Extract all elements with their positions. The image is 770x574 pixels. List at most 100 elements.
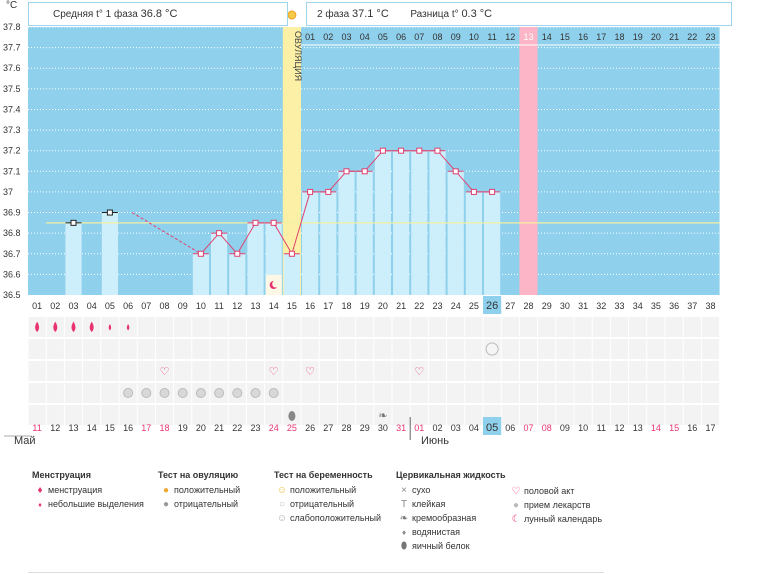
cycle-day-label: 18 (341, 301, 351, 311)
icon-grid-cell (519, 383, 538, 403)
icon-grid-cell (319, 405, 337, 425)
icon-grid-cell (319, 317, 337, 337)
post-ovulation-day-label: 16 (578, 32, 588, 42)
calendar-day-label: 07 (523, 423, 533, 433)
temperature-line (327, 170, 347, 193)
icon-grid-cell (465, 361, 483, 381)
icon-grid-cell (155, 317, 174, 337)
cycle-day-label: 14 (269, 301, 279, 311)
temperature-point (398, 147, 405, 154)
icon-grid-cell (592, 361, 610, 381)
icon-grid-cell (392, 361, 410, 381)
icon-grid-cell (228, 317, 246, 337)
icon-grid-cell (374, 383, 392, 403)
icon-grid-cell (337, 339, 356, 359)
drop-icon (53, 321, 58, 332)
calendar-day-label: 08 (542, 423, 552, 433)
pill-icon (159, 388, 170, 398)
icon-grid-cell (228, 339, 246, 359)
icon-grid-cell (428, 405, 447, 425)
icon-grid-cell (101, 361, 119, 381)
month-may: Май (14, 435, 36, 447)
temperature-line (455, 170, 475, 193)
calendar-day-label: 12 (614, 423, 624, 433)
icon-grid-cell (683, 361, 701, 381)
egg-white-icon: ⬮ (400, 541, 408, 552)
icon-grid-cell (574, 339, 592, 359)
icon-grid-cell (228, 361, 246, 381)
calendar-day-label: 17 (705, 423, 715, 433)
icon-grid-cell (319, 339, 337, 359)
temperature-bar (320, 191, 337, 295)
icon-grid-cell (574, 383, 592, 403)
icon-grid-cell (83, 339, 101, 359)
cycle-day-label: 08 (159, 301, 169, 311)
cycle-day-label: 23 (432, 301, 442, 311)
sticky-icon: T (400, 499, 408, 510)
icon-grid-cell (283, 383, 301, 403)
month-june: Июнь (421, 435, 449, 447)
cycle-day-label: 19 (360, 301, 370, 311)
icon-grid-cell (83, 405, 101, 425)
sun-icon (287, 10, 297, 20)
post-ovulation-day-label: 05 (378, 32, 388, 42)
temperature-line (236, 222, 256, 255)
cycle-day-label: 20 (378, 301, 388, 311)
temperature-point (379, 147, 386, 154)
icon-grid-cell (101, 383, 119, 403)
icon-grid-cell (556, 317, 574, 337)
icon-grid-cell (538, 383, 556, 403)
bbt-chart: 37.8 37.7 37.6 37.5 37.4 37.3 37.2 37.1 37 36.9 36… (3, 10, 720, 440)
calendar-day-label: 11 (32, 423, 41, 433)
icon-grid-cell (701, 405, 720, 425)
calendar-day-label: 24 (269, 423, 279, 433)
phase2-value: 37.1 °C (351, 8, 389, 20)
cycle-day-label: 05 (105, 301, 115, 311)
legend-other: ♡ половой акт ● прием лекарств ☾ лунный кал… (508, 484, 603, 526)
calendar-day-label: 28 (341, 423, 351, 433)
icon-grid-cell (46, 361, 64, 381)
post-ovulation-day-label: 19 (633, 32, 643, 42)
icon-grid-cell (46, 339, 64, 359)
temperature-line (291, 191, 311, 254)
icon-grid-cell (538, 361, 556, 381)
moon-icon: ☾ (511, 514, 521, 525)
icon-grid-cell (137, 361, 155, 381)
icon-grid-cell (610, 361, 629, 381)
cycle-day-label: 25 (469, 301, 479, 311)
legend-item: менструация (48, 485, 103, 495)
icon-grid-cell (174, 317, 192, 337)
circle-icon: ○ (278, 499, 286, 510)
icon-grid-cell (265, 317, 283, 337)
y-tick-label: 36.7 (3, 249, 21, 259)
icon-grid-cell (629, 405, 647, 425)
icon-grid-cell (64, 405, 83, 425)
icon-grid-cell (356, 405, 374, 425)
icon-grid-cell (629, 361, 647, 381)
temperature-point (470, 188, 477, 195)
icon-grid-cell (465, 317, 483, 337)
temperature-point (325, 188, 332, 195)
cycle-day-label: 17 (323, 301, 333, 311)
calendar-day-label: 16 (687, 423, 697, 433)
icon-grid-cell (392, 317, 410, 337)
cycle-day-label: 04 (87, 301, 97, 311)
pill-icon (268, 388, 279, 398)
temperature-point (197, 250, 204, 257)
icon-grid-cell (174, 339, 192, 359)
cycle-day-label: 27 (505, 301, 515, 311)
icon-grid-cell (519, 405, 538, 425)
temperature-point (288, 250, 295, 257)
legend-item: отрицательный (290, 499, 355, 509)
icon-grid-cell (137, 339, 155, 359)
drop-icon (108, 324, 112, 331)
phase2-box: 2 фаза 37.1 °C Разница t° 0.3 °C (306, 2, 732, 26)
y-tick-label: 37.7 (3, 43, 21, 53)
diff-label: Разница t° (410, 9, 459, 20)
post-ovulation-day-label: 23 (705, 32, 715, 42)
y-tick-label: 37.5 (3, 84, 21, 94)
post-ovulation-day-label: 06 (396, 32, 406, 42)
calendar-day-label: 05 (486, 422, 498, 434)
cycle-day-label: 09 (178, 301, 188, 311)
